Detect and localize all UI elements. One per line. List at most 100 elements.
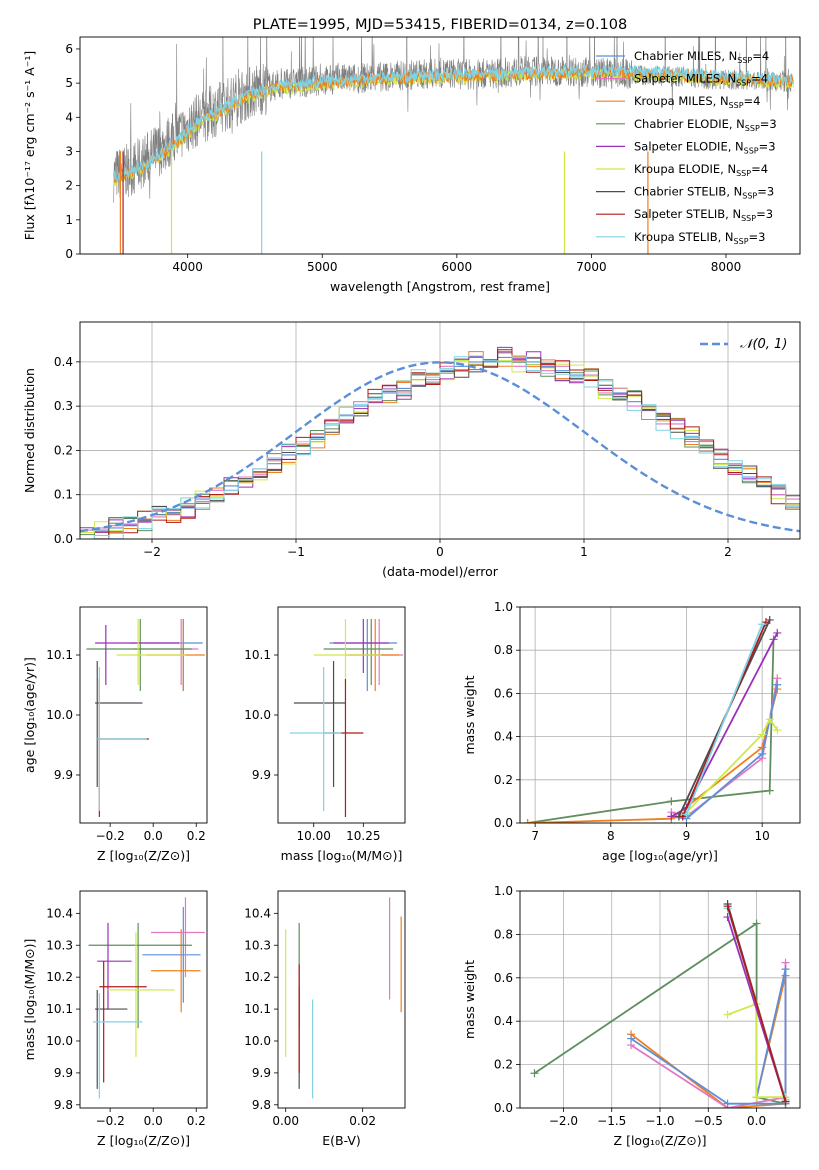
x-tick-label: 0.0 [144, 829, 163, 843]
x-tick-label: 0 [436, 545, 444, 559]
axes-mass_vs_Z: −0.2 0.0 0.2 9.8 9.9 10.0 10.1 10.2 10.3 10.4 Z [l… [22, 906, 206, 1148]
legend-label: Chabrier ELODIE, NSSP=3 [634, 117, 777, 133]
x-tick-label: −2 [143, 545, 161, 559]
y-tick-label: 10.0 [46, 708, 73, 722]
axes-spectrum: 4000 5000 6000 7000 8000 0 1 2 3 4 5 6 wavelength [A… [22, 42, 741, 294]
weight-marker-kroupa_elodie [723, 1010, 732, 1019]
axes-frame [277, 606, 406, 824]
legend-label-sub: SSP [744, 146, 759, 155]
legend-label: Salpeter ELODIE, NSSP=3 [634, 139, 776, 155]
axes-mass_weight_vs_age: 7 8 9 10 0.0 0.2 0.4 0.6 0.8 1.0 age [log₁₀(age/yr… [462, 600, 800, 863]
legend-label: Kroupa STELIB, NSSP=3 [634, 230, 765, 246]
weight-marker-kroupa_elodie [765, 715, 774, 724]
legend-label-main: Chabrier MILES, N [634, 49, 737, 63]
legend-label-sub: SSP [734, 237, 749, 246]
weight-marker-kroupa_elodie [773, 726, 782, 735]
weight-marker-chabrier_miles [758, 749, 767, 758]
legend-label-sub: SSP [745, 124, 760, 133]
weight-line-salpeter_stelib [726, 905, 787, 1102]
legend-label: Salpeter STELIB, NSSP=3 [634, 207, 773, 223]
y-tick-label: 9.8 [252, 1098, 271, 1112]
weight-line-salpeter_elodie [670, 632, 779, 818]
weight-marker-kroupa_elodie [752, 1093, 761, 1102]
y-tick-label: 1.0 [494, 884, 513, 898]
weight-marker-chabrier_miles [781, 965, 790, 974]
x-axis-label: Z [log₁₀(Z/Z⊙)] [97, 1133, 190, 1148]
y-tick-label: 0.0 [54, 532, 73, 546]
y-tick-label: 2 [65, 179, 73, 193]
chart-title: PLATE=1995, MJD=53415, FIBERID=0134, z=0… [253, 17, 627, 33]
legend-label-tail: =3 [759, 139, 776, 153]
axes-age_vs_Z: −0.2 0.0 0.2 9.9 10.0 10.1 Z [log₁₀(Z/Z⊙)] age … [22, 648, 206, 863]
weight-line-chabrier_elodie [527, 639, 775, 823]
y-tick-label: 9.9 [252, 768, 271, 782]
x-tick-label: 7000 [576, 260, 607, 274]
x-tick-label: 0.2 [187, 829, 206, 843]
weight-marker-kroupa_stelib [682, 810, 691, 819]
legend-label-main: Kroupa ELODIE, N [634, 162, 736, 176]
x-tick-label: 9 [683, 829, 691, 843]
y-tick-label: 1.0 [494, 600, 513, 614]
axes-histogram: −2 −1 0 1 2 0.0 0.1 0.2 0.3 0.4 (data-model)/error… [22, 322, 800, 579]
y-axis-label: Normed distribution [22, 368, 37, 493]
y-tick-label: 9.9 [252, 1066, 271, 1080]
x-tick-label: 4000 [172, 260, 203, 274]
y-tick-label: 5 [65, 76, 73, 90]
x-tick-label: 0.0 [144, 1114, 163, 1128]
weight-marker-kroupa_miles [523, 819, 532, 823]
axes-frame [79, 606, 208, 824]
y-tick-label: 9.9 [54, 768, 73, 782]
weight-line-kroupa_elodie [727, 1002, 787, 1102]
y-tick-label: 0.6 [494, 686, 513, 700]
legend-label: Salpeter MILES, NSSP=4 [634, 72, 768, 88]
x-tick-label: −1.5 [597, 1114, 626, 1128]
y-axis-label: mass [log₁₀(M/M⊙)] [22, 939, 37, 1061]
y-tick-label: 10.4 [244, 906, 271, 920]
histogram-step-kroupa_stelib [80, 355, 800, 539]
axes-frame [79, 36, 801, 255]
y-axis-label: mass weight [462, 675, 477, 754]
legend-label-tail: =3 [756, 207, 773, 221]
legend-label: Kroupa MILES, NSSP=4 [634, 94, 760, 110]
axes-mass_vs_ebv: 0.00 0.02 9.8 9.9 10.0 10.1 10.2 10.3 10.4 E(B-V) [244, 906, 376, 1148]
y-tick-label: 10.1 [46, 648, 73, 662]
legend-label-main: Salpeter MILES, N [634, 72, 736, 86]
y-tick-label: 0.4 [494, 730, 513, 744]
legend-label: Kroupa ELODIE, NSSP=4 [634, 162, 768, 178]
x-tick-label: 0.0 [747, 1114, 766, 1128]
y-tick-label: 0.2 [54, 443, 73, 457]
x-tick-label: −1.0 [645, 1114, 674, 1128]
legend-label-tail: =4 [752, 49, 769, 63]
legend-label-main: Kroupa MILES, N [634, 94, 729, 108]
legend-label-sub: SSP [742, 192, 757, 201]
legend-label: 𝒩(0, 1) [740, 337, 787, 352]
axes-frame [519, 606, 801, 824]
legend-label-sub: SSP [736, 79, 751, 88]
legend-label: Chabrier MILES, NSSP=4 [634, 49, 769, 65]
weight-marker-chabrier_elodie [765, 786, 774, 795]
axes-frame [519, 890, 801, 1109]
legend-label-sub: SSP [741, 214, 756, 223]
legend-label-main: Chabrier STELIB, N [634, 185, 742, 199]
y-tick-label: 6 [65, 42, 73, 56]
weight-marker-chabrier_miles [773, 680, 782, 689]
legend-label-tail: =4 [751, 162, 768, 176]
legend-label-main: Kroupa STELIB, N [634, 230, 734, 244]
y-tick-label: 0.1 [54, 488, 73, 502]
y-tick-label: 1 [65, 213, 73, 227]
weight-marker-salpeter_stelib [761, 618, 770, 627]
legend-label-sub: SSP [736, 169, 751, 178]
x-axis-label: E(B-V) [322, 1133, 361, 1148]
legend-label-tail: =3 [760, 117, 777, 131]
y-axis-label: age [log₁₀(age/yr)] [22, 657, 37, 773]
y-tick-label: 10.2 [46, 970, 73, 984]
legend-label-main: Chabrier ELODIE, N [634, 117, 745, 131]
legend-label-sub: SSP [729, 101, 744, 110]
x-axis-label: wavelength [Angstrom, rest frame] [330, 279, 550, 294]
y-axis-label: mass weight [462, 960, 477, 1039]
legend-label-tail: =4 [751, 72, 768, 86]
weight-marker-salpeter_elodie [773, 628, 782, 637]
y-tick-label: 10.1 [46, 1002, 73, 1016]
